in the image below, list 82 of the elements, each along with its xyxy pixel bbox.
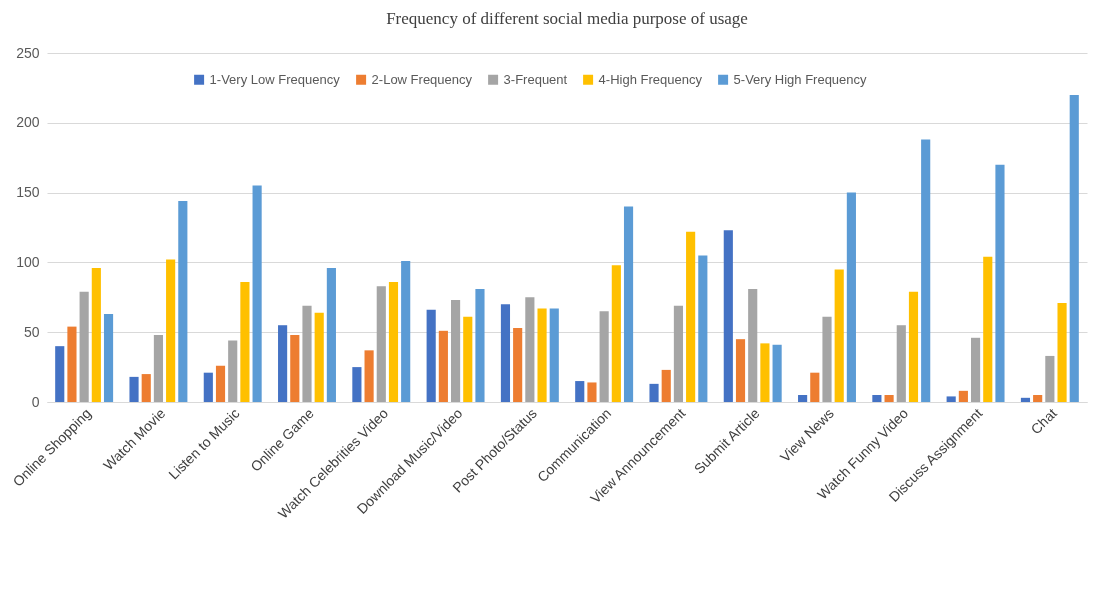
bar: [908, 291, 919, 402]
bar: [129, 376, 139, 402]
bar: [760, 343, 770, 402]
bar: [525, 297, 535, 402]
bar: [67, 326, 77, 402]
bar: [401, 261, 411, 402]
bar: [215, 365, 226, 402]
bar: [748, 288, 758, 402]
bar: [575, 381, 585, 402]
bar: [958, 390, 968, 402]
bar: [661, 369, 671, 402]
bar: [834, 269, 844, 402]
bar: [686, 231, 696, 402]
bar: [166, 259, 176, 402]
y-tick-label: 250: [16, 44, 40, 61]
bar: [1045, 355, 1055, 402]
bar: [946, 396, 956, 402]
bar: [153, 334, 163, 402]
bar: [995, 164, 1005, 402]
bar: [364, 350, 374, 402]
bar: [513, 328, 523, 402]
bar: [302, 305, 312, 402]
y-tick-label: 200: [16, 114, 40, 131]
legend-label: 3-Frequent: [503, 71, 568, 87]
bar: [537, 308, 547, 402]
bar: [872, 395, 882, 402]
legend-label: 1-Very Low Frequency: [209, 71, 341, 87]
bar: [1069, 94, 1079, 402]
bar: [611, 265, 621, 402]
bar: [810, 372, 820, 402]
bar: [252, 185, 262, 402]
legend-label: 4-High Frequency: [598, 71, 703, 87]
bar: [203, 372, 213, 402]
y-tick-label: 0: [31, 393, 40, 410]
bar: [649, 383, 659, 402]
bar: [240, 281, 250, 402]
bar: [376, 286, 386, 402]
bar: [798, 395, 808, 402]
bar: [290, 334, 300, 402]
bar: [698, 255, 708, 402]
bar: [326, 267, 336, 402]
bar: [451, 300, 461, 402]
bar: [896, 325, 906, 402]
bar: [55, 346, 65, 402]
bar: [438, 330, 448, 402]
y-tick-label: 150: [16, 184, 40, 201]
bar: [673, 305, 683, 402]
bar: [91, 267, 101, 402]
bar: [314, 312, 324, 402]
legend-label: 2-Low Frequency: [371, 71, 473, 87]
bar: [141, 374, 151, 402]
bar: [623, 206, 634, 402]
bar: [971, 337, 981, 402]
bar: [822, 316, 832, 402]
bar: [1020, 397, 1031, 402]
bar: [884, 395, 894, 402]
y-tick-label: 100: [16, 253, 40, 270]
bar: [921, 139, 931, 402]
bar: [587, 382, 597, 402]
bar: [1057, 302, 1067, 402]
bar: [846, 192, 856, 402]
chart-title: Frequency of different social media purpose of usage: [386, 9, 748, 28]
bar: [463, 316, 473, 402]
bar: [352, 367, 362, 402]
bar: [426, 309, 436, 402]
bar: [723, 230, 733, 402]
bar: [599, 311, 609, 402]
bar: [735, 339, 746, 402]
y-tick-label: 50: [23, 323, 40, 340]
bar: [500, 304, 511, 402]
bar: [388, 281, 399, 402]
bar: [79, 291, 89, 402]
bar: [549, 308, 559, 402]
legend-label: 5-Very High Frequency: [733, 71, 868, 87]
bar: [475, 288, 485, 402]
bar: [228, 340, 238, 402]
bar: [772, 344, 782, 402]
bar: [103, 314, 114, 402]
bar: [178, 200, 188, 402]
bar: [983, 256, 993, 402]
bar: [1033, 395, 1043, 402]
bar: [278, 325, 288, 402]
